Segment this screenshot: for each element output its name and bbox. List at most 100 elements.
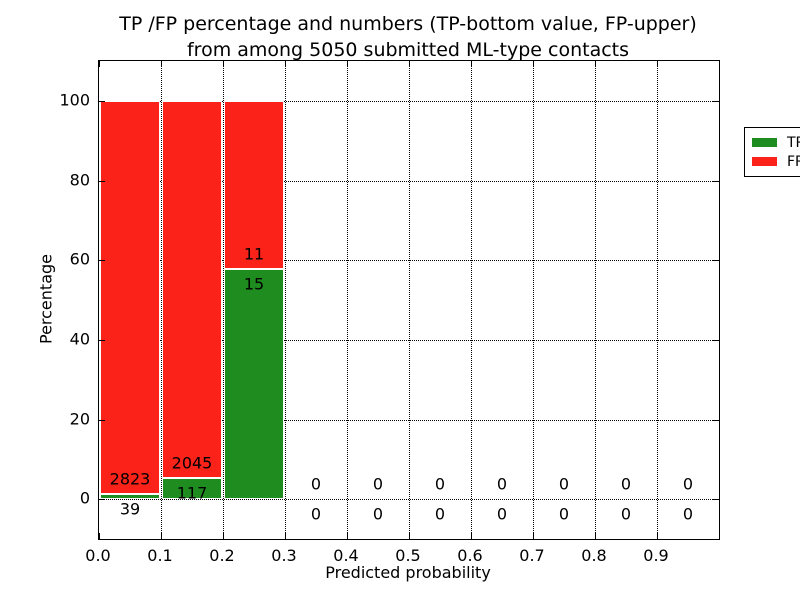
y-tick-mark-left — [99, 499, 105, 501]
gridline-vertical — [533, 61, 534, 539]
x-tick-mark-bottom — [161, 533, 162, 539]
y-tick-mark-right — [713, 260, 719, 262]
x-tick-mark-top — [285, 61, 286, 67]
chart-title-line2: from among 5050 submitted ML-type contac… — [186, 39, 630, 61]
x-tick-mark-bottom — [99, 533, 100, 539]
fp-count-label: 2823 — [109, 469, 151, 489]
y-tick-mark-left — [99, 100, 105, 102]
y-tick-mark-right — [713, 419, 719, 421]
gridline-vertical — [223, 61, 224, 539]
x-tick-mark-bottom — [471, 533, 472, 539]
fp-count-label: 0 — [372, 474, 384, 494]
tp-count-label: 0 — [558, 504, 570, 524]
bar-segment-tp — [162, 477, 222, 500]
y-tick-label: 60 — [69, 249, 90, 269]
x-tick-mark-top — [471, 61, 472, 67]
x-tick-label: 0.2 — [209, 546, 235, 565]
x-tick-mark-bottom — [223, 533, 224, 539]
x-tick-mark-bottom — [533, 533, 534, 539]
y-tick-mark-right — [713, 100, 719, 102]
x-tick-label: 0.1 — [147, 546, 173, 565]
legend-item-tp: TP — [752, 133, 800, 152]
x-tick-mark-top — [161, 61, 162, 67]
y-tick-mark-left — [99, 339, 105, 341]
x-tick-label: 0.3 — [271, 546, 297, 565]
y-tick-mark-left — [99, 260, 105, 262]
bar-segment-fp — [224, 100, 284, 270]
x-tick-label: 0.8 — [581, 546, 607, 565]
gridline-vertical — [161, 61, 162, 539]
fp-legend-swatch — [752, 157, 777, 166]
fp-count-label: 0 — [496, 474, 508, 494]
tp-count-label: 0 — [496, 504, 508, 524]
y-tick-mark-right — [713, 339, 719, 341]
tp-count-label: 0 — [310, 504, 322, 524]
tp-legend-label: TP — [787, 134, 800, 151]
x-tick-mark-top — [533, 61, 534, 67]
gridline-vertical — [285, 61, 286, 539]
y-tick-label: 0 — [79, 488, 90, 508]
x-tick-label: 0.0 — [85, 546, 111, 565]
gridline-horizontal — [99, 180, 719, 182]
fp-count-label: 0 — [682, 474, 694, 494]
x-tick-mark-top — [347, 61, 348, 67]
plot-area: TP FP 2823 39 2045 117 11 15 0 0 0 0 0 0 0 0 0 0 0 0 0 0 — [98, 60, 800, 540]
x-tick-mark-top — [595, 61, 596, 67]
legend: TP FP — [744, 127, 800, 177]
x-tick-label: 0.4 — [333, 546, 359, 565]
x-tick-label: 0.5 — [395, 546, 421, 565]
gridline-vertical — [595, 61, 596, 539]
x-axis-label: Predicted probability — [325, 563, 491, 582]
x-tick-mark-bottom — [285, 533, 286, 539]
fp-count-label: 0 — [558, 474, 570, 494]
tp-count-label: 0 — [682, 504, 694, 524]
x-tick-mark-top — [657, 61, 658, 67]
gridline-horizontal — [99, 260, 719, 262]
gridline-vertical — [471, 61, 472, 539]
chart-title-line1: TP /FP percentage and numbers (TP-bottom… — [119, 13, 697, 35]
fp-count-label: 0 — [310, 474, 322, 494]
gridline-horizontal — [99, 499, 719, 501]
y-tick-mark-left — [99, 419, 105, 421]
tp-count-label: 0 — [372, 504, 384, 524]
y-tick-mark-right — [713, 180, 719, 182]
fp-legend-label: FP — [787, 153, 800, 170]
tp-count-label: 15 — [243, 274, 265, 294]
y-tick-label: 100 — [59, 90, 90, 110]
fp-count-label: 0 — [434, 474, 446, 494]
y-tick-label: 20 — [69, 409, 90, 428]
gridline-vertical — [409, 61, 410, 539]
x-tick-mark-bottom — [409, 533, 410, 539]
x-tick-mark-top — [99, 61, 100, 67]
x-tick-mark-top — [223, 61, 224, 67]
gridline-vertical — [347, 61, 348, 539]
gridline-horizontal — [99, 339, 719, 341]
x-tick-label: 0.9 — [643, 546, 669, 565]
tp-count-label: 0 — [434, 504, 446, 524]
y-tick-label: 40 — [69, 329, 90, 349]
tp-count-label: 0 — [620, 504, 632, 524]
gridline-horizontal — [99, 100, 719, 102]
legend-item-fp: FP — [752, 152, 800, 171]
x-tick-label: 0.7 — [519, 546, 545, 565]
bar-segment-fp — [100, 100, 160, 494]
gridline-horizontal — [99, 419, 719, 421]
y-tick-label: 80 — [69, 170, 90, 189]
tp-legend-swatch — [752, 138, 777, 147]
tp-count-label: 117 — [176, 483, 208, 503]
chart-title: TP /FP percentage and numbers (TP-bottom… — [98, 11, 718, 63]
fp-count-label: 11 — [243, 244, 265, 264]
x-tick-mark-top — [409, 61, 410, 67]
gridline-vertical — [657, 61, 658, 539]
x-tick-mark-bottom — [347, 533, 348, 539]
x-tick-mark-bottom — [657, 533, 658, 539]
fp-count-label: 0 — [620, 474, 632, 494]
bar-segment-tp — [224, 269, 284, 500]
y-tick-mark-right — [713, 499, 719, 501]
tp-count-label: 39 — [119, 499, 141, 519]
fp-count-label: 2045 — [171, 453, 213, 473]
bar-segment-fp — [162, 100, 222, 478]
x-tick-mark-bottom — [595, 533, 596, 539]
x-tick-label: 0.6 — [457, 546, 483, 565]
